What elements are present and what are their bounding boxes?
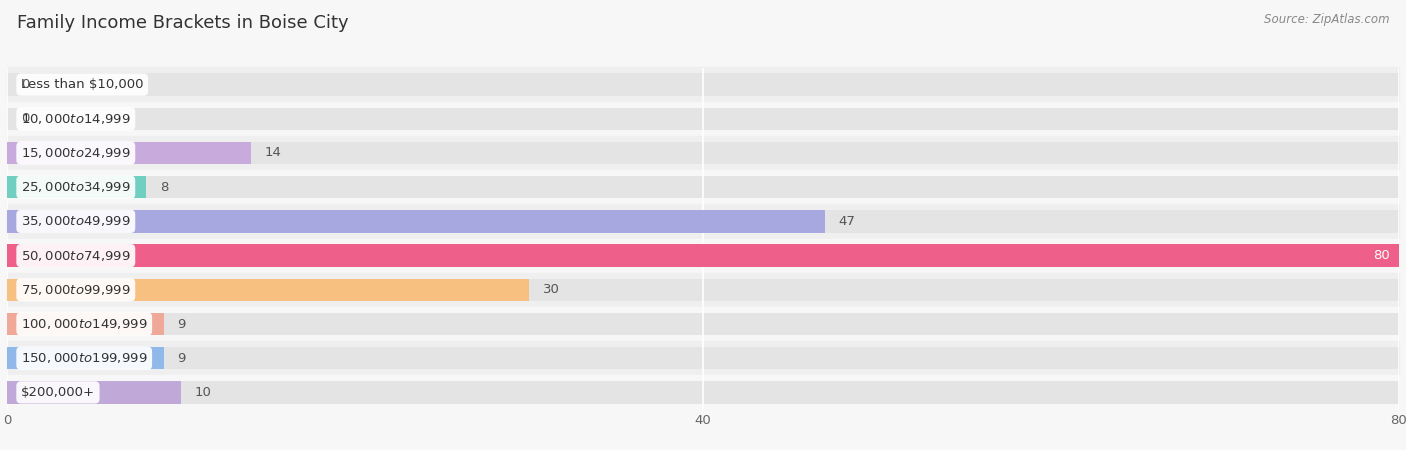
Bar xyxy=(7,108,1399,130)
Bar xyxy=(7,244,1399,267)
Text: 0: 0 xyxy=(21,112,30,125)
Bar xyxy=(7,68,1399,102)
Text: 10: 10 xyxy=(195,386,212,399)
Text: 0: 0 xyxy=(21,78,30,91)
Bar xyxy=(7,210,1399,233)
Bar xyxy=(7,210,825,233)
Bar xyxy=(7,244,1399,267)
Bar xyxy=(7,313,1399,335)
Bar xyxy=(7,176,146,198)
Text: $25,000 to $34,999: $25,000 to $34,999 xyxy=(21,180,131,194)
Text: $75,000 to $99,999: $75,000 to $99,999 xyxy=(21,283,131,297)
Bar xyxy=(7,73,1399,96)
Text: 9: 9 xyxy=(177,352,186,365)
Text: $100,000 to $149,999: $100,000 to $149,999 xyxy=(21,317,148,331)
Bar xyxy=(7,347,1399,369)
Bar xyxy=(7,136,1399,170)
Bar xyxy=(7,170,1399,204)
Bar xyxy=(7,313,163,335)
Bar xyxy=(7,142,250,164)
Bar xyxy=(7,102,1399,136)
Text: $15,000 to $24,999: $15,000 to $24,999 xyxy=(21,146,131,160)
Text: 8: 8 xyxy=(160,181,169,194)
Text: $150,000 to $199,999: $150,000 to $199,999 xyxy=(21,351,148,365)
Text: $10,000 to $14,999: $10,000 to $14,999 xyxy=(21,112,131,126)
Text: Less than $10,000: Less than $10,000 xyxy=(21,78,143,91)
Text: $35,000 to $49,999: $35,000 to $49,999 xyxy=(21,214,131,229)
Bar xyxy=(7,279,529,301)
Bar xyxy=(7,381,1399,404)
Bar xyxy=(7,347,163,369)
Bar xyxy=(7,176,1399,198)
Bar xyxy=(7,381,181,404)
Bar xyxy=(7,204,1399,238)
Text: 14: 14 xyxy=(264,147,281,159)
Bar xyxy=(7,279,1399,301)
Text: $50,000 to $74,999: $50,000 to $74,999 xyxy=(21,248,131,263)
Text: 80: 80 xyxy=(1374,249,1391,262)
Bar xyxy=(7,307,1399,341)
Bar xyxy=(7,273,1399,307)
Text: 47: 47 xyxy=(839,215,856,228)
Text: 30: 30 xyxy=(543,284,560,296)
Bar xyxy=(7,341,1399,375)
Bar xyxy=(7,238,1399,273)
Bar xyxy=(7,142,1399,164)
Text: $200,000+: $200,000+ xyxy=(21,386,96,399)
Text: Source: ZipAtlas.com: Source: ZipAtlas.com xyxy=(1264,14,1389,27)
Bar xyxy=(7,375,1399,410)
Text: Family Income Brackets in Boise City: Family Income Brackets in Boise City xyxy=(17,14,349,32)
Text: 9: 9 xyxy=(177,318,186,330)
